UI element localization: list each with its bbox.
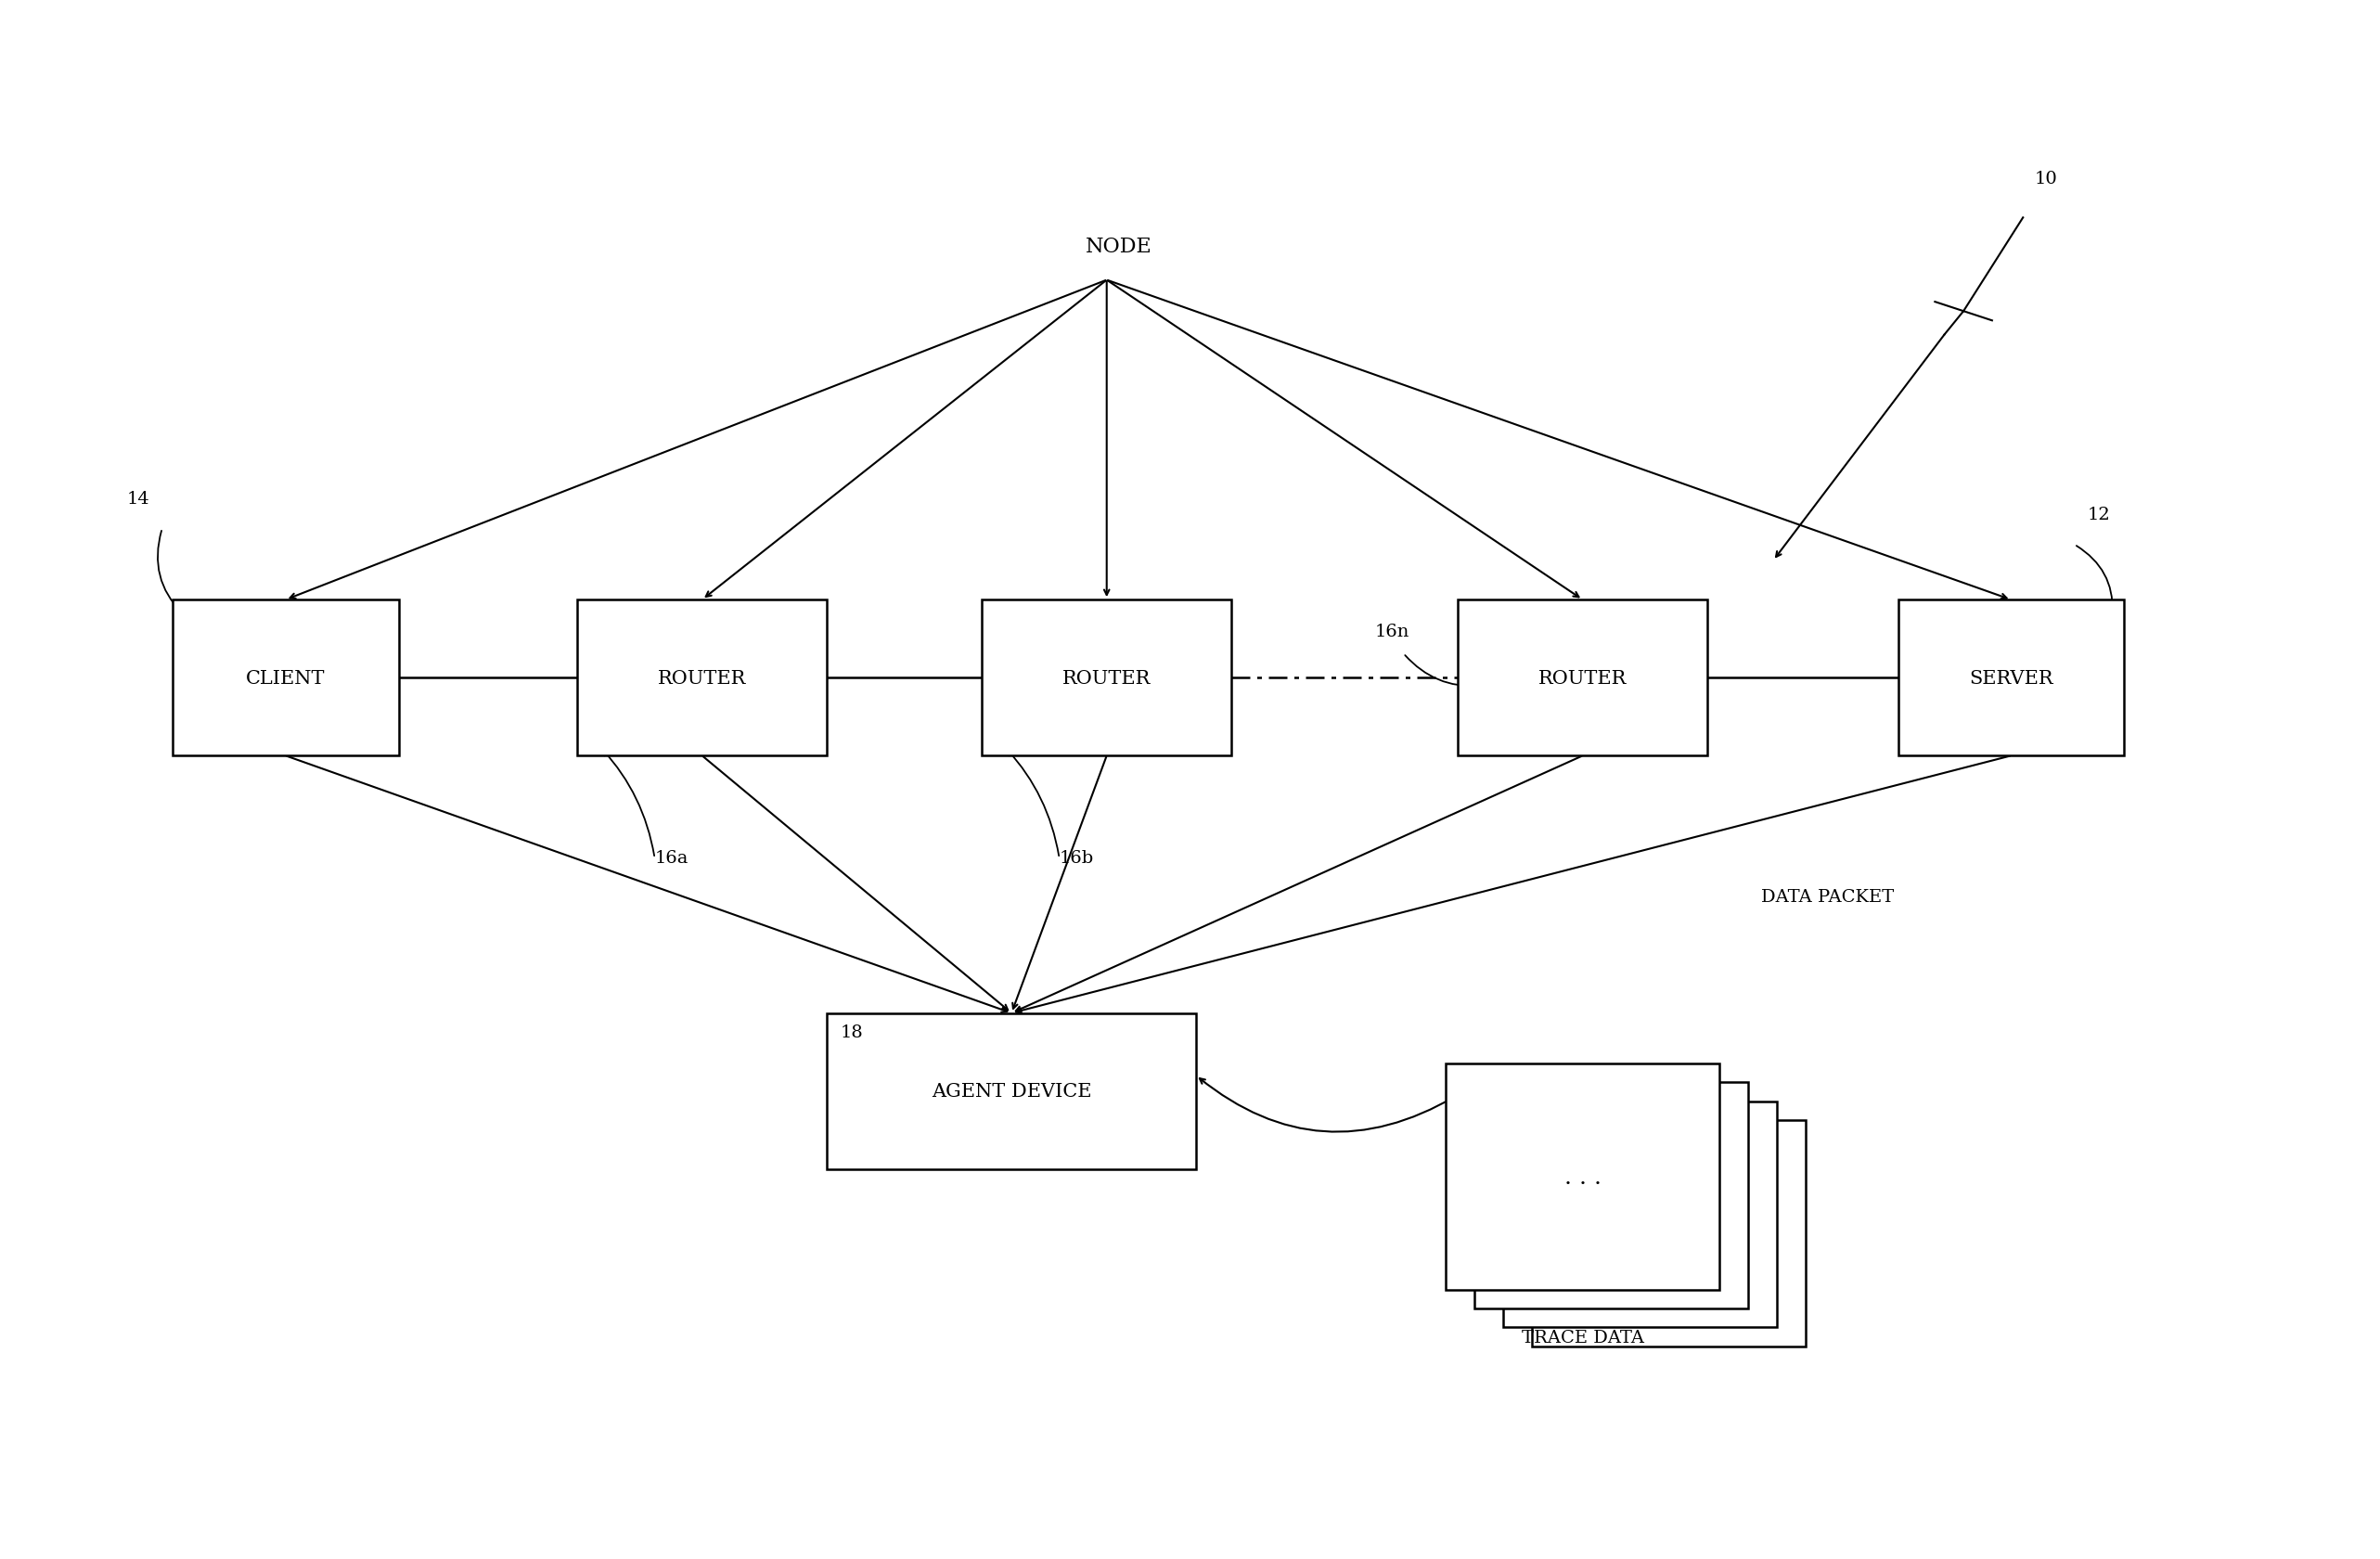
Bar bbox=[1897, 600, 2123, 756]
Text: 16n: 16n bbox=[1376, 624, 1409, 639]
Bar bbox=[1447, 1063, 1718, 1291]
Text: ROUTER: ROUTER bbox=[1537, 669, 1628, 688]
Text: AGENT DEVICE: AGENT DEVICE bbox=[931, 1082, 1092, 1101]
Text: 12: 12 bbox=[2087, 507, 2111, 522]
Bar bbox=[576, 600, 826, 756]
Bar bbox=[828, 1013, 1195, 1169]
Text: 18: 18 bbox=[840, 1024, 864, 1040]
Bar bbox=[1533, 1119, 1804, 1347]
Bar bbox=[1457, 600, 1709, 756]
Bar bbox=[171, 600, 397, 756]
Text: ROUTER: ROUTER bbox=[657, 669, 747, 688]
Bar bbox=[1504, 1101, 1775, 1328]
Text: . . .: . . . bbox=[1564, 1166, 1602, 1188]
Text: 16b: 16b bbox=[1059, 850, 1095, 867]
Text: SERVER: SERVER bbox=[1968, 669, 2054, 688]
Text: 16a: 16a bbox=[655, 850, 688, 867]
Text: DATA PACKET: DATA PACKET bbox=[1761, 889, 1894, 904]
Text: 14: 14 bbox=[126, 491, 150, 507]
Text: 10: 10 bbox=[2035, 171, 2059, 187]
Text: ROUTER: ROUTER bbox=[1061, 669, 1152, 688]
Text: NODE: NODE bbox=[1085, 237, 1152, 257]
Bar bbox=[981, 600, 1233, 756]
Text: CLIENT: CLIENT bbox=[245, 669, 326, 688]
Bar bbox=[1476, 1082, 1747, 1310]
Text: TRACE DATA: TRACE DATA bbox=[1521, 1328, 1645, 1345]
